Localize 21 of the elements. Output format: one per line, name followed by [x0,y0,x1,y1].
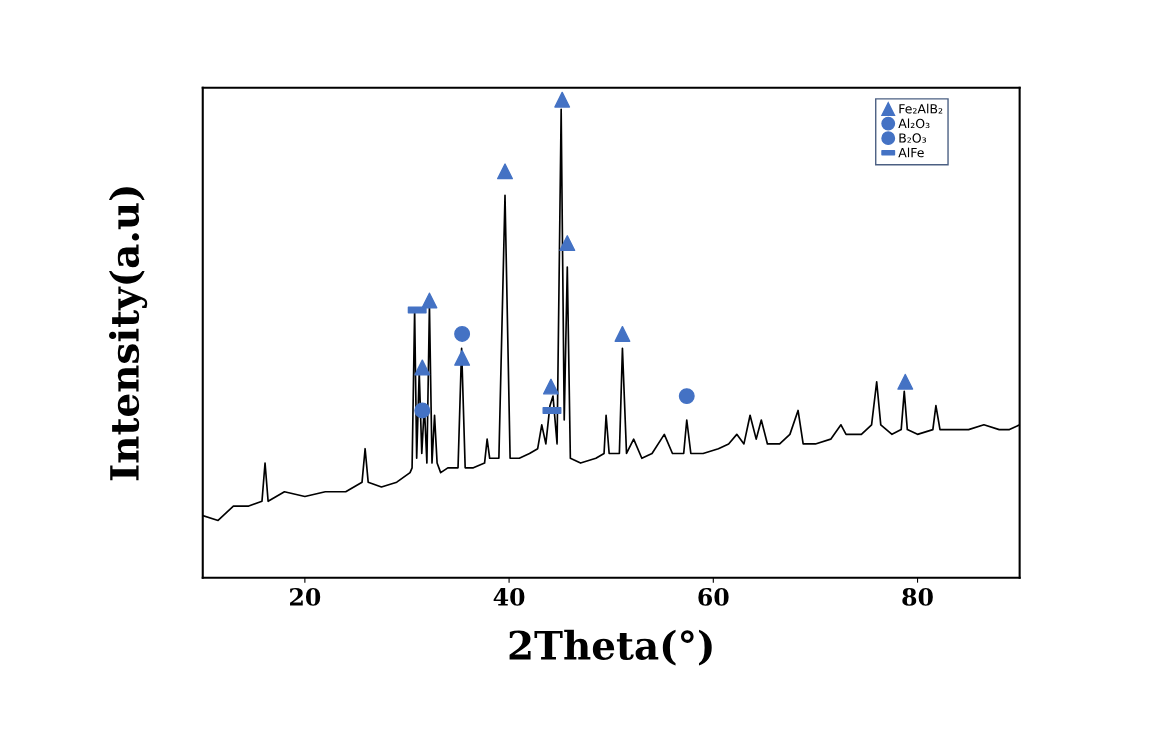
legend-label: AlFe [898,147,924,158]
point [454,325,471,342]
point [678,388,695,405]
point [414,402,431,419]
point [559,235,576,252]
x-tick-label: 40 [493,587,525,606]
point [542,378,559,395]
point [614,325,631,342]
y-axis-title: Intensity(a.u) [109,187,148,481]
point [554,91,571,108]
x-axis-title: 2Theta(°) [509,629,712,666]
x-tick-label: 60 [698,587,729,606]
legend-label: Fe₂AlB₂ [899,103,943,114]
point [497,163,513,180]
legend-label: Al₂O₃ [898,118,930,129]
x-tick-label: 20 [290,587,321,606]
point [454,349,471,366]
point [414,359,431,376]
point [897,373,914,390]
legend-label: B₂O₃ [899,133,927,143]
x-tick-label: 80 [902,587,933,606]
